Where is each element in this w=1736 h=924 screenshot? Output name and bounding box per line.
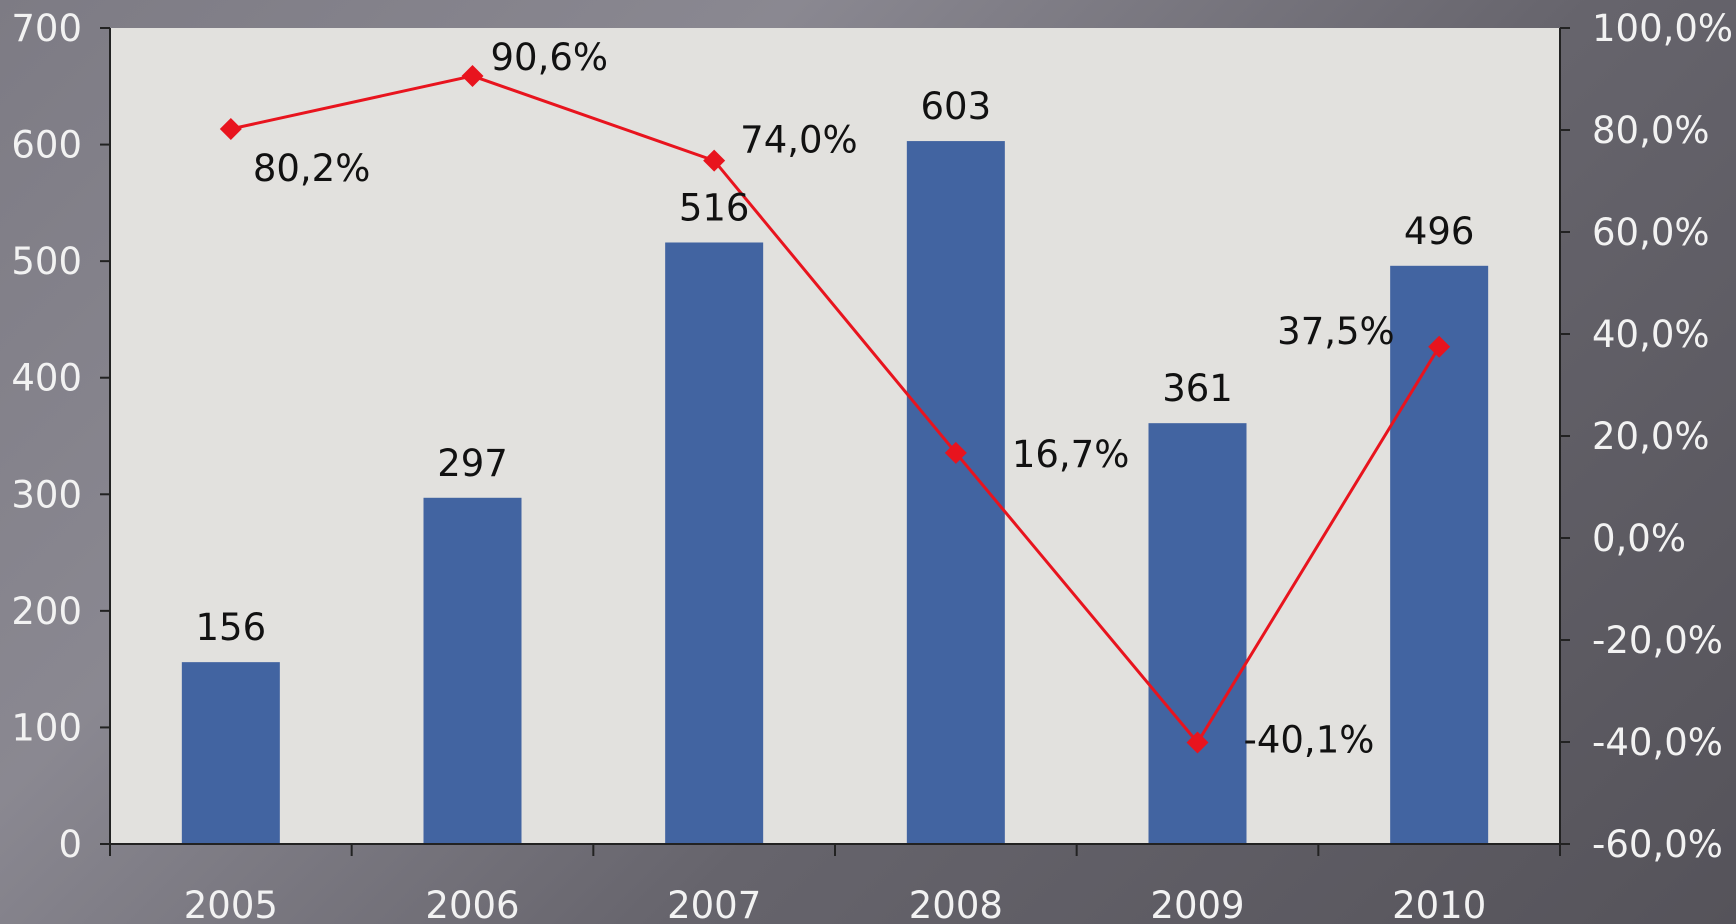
- bar-value-label: 156: [196, 606, 267, 649]
- left-axis-tick-label: 300: [11, 473, 82, 516]
- left-axis-tick-label: 600: [11, 124, 82, 167]
- bar-value-label: 361: [1162, 367, 1233, 410]
- right-axis-tick-label: 20,0%: [1592, 415, 1710, 458]
- left-axis-tick-label: 500: [11, 240, 82, 283]
- right-axis-tick-label: -20,0%: [1592, 619, 1723, 662]
- left-axis-tick-label: 400: [11, 357, 82, 400]
- x-axis-tick-label: 2007: [667, 884, 761, 924]
- line-point: [461, 64, 484, 87]
- bar-value-label: 496: [1404, 210, 1475, 253]
- line-value-label: 74,0%: [740, 119, 858, 162]
- bar: [1148, 423, 1247, 844]
- line-value-label: 16,7%: [1012, 433, 1130, 476]
- bar: [423, 497, 522, 844]
- x-axis-tick-label: 2008: [909, 884, 1003, 924]
- left-axis-tick-label: 200: [11, 590, 82, 633]
- line-series: [219, 64, 1451, 754]
- line-value-label: 80,2%: [253, 147, 371, 190]
- left-axis-tick-label: 0: [58, 823, 82, 866]
- right-axis-tick-label: 40,0%: [1592, 313, 1710, 356]
- line-point: [1428, 335, 1451, 358]
- line-value-label: 90,6%: [491, 36, 609, 79]
- bar: [181, 662, 280, 844]
- line-path: [230, 74, 1441, 746]
- x-axis-tick-label: 2006: [425, 884, 519, 924]
- bar: [1390, 265, 1489, 844]
- right-axis-tick-label: 0,0%: [1592, 517, 1686, 560]
- x-axis-tick-label: 2005: [184, 884, 278, 924]
- data-labels: 156 297 516 603 361 496 80,2% 90,6% 74,0% 16,7% -4…: [196, 36, 1475, 762]
- bar: [665, 242, 764, 844]
- bar-value-label: 516: [679, 186, 750, 229]
- axes: 0 100 200 300 400 500 600 700 -60,0% -40,0% -20,0%…: [11, 7, 1733, 924]
- right-axis-tick-label: 80,0%: [1592, 109, 1710, 152]
- line-point: [944, 441, 967, 464]
- x-axis-tick-label: 2010: [1392, 884, 1486, 924]
- line-point: [703, 149, 726, 172]
- line-point: [219, 117, 242, 140]
- right-axis-tick-label: -40,0%: [1592, 721, 1723, 764]
- plot-area: [110, 28, 1560, 844]
- line-point: [1186, 731, 1209, 754]
- right-axis-tick-label: -60,0%: [1592, 823, 1723, 866]
- left-axis-tick-label: 100: [11, 706, 82, 749]
- bar-value-label: 297: [437, 442, 508, 485]
- bar-series: [181, 141, 1489, 844]
- line-value-label: -40,1%: [1244, 719, 1375, 762]
- line-value-label: 37,5%: [1277, 310, 1395, 353]
- left-axis-tick-label: 700: [11, 7, 82, 50]
- right-axis-tick-label: 60,0%: [1592, 211, 1710, 254]
- bar-value-label: 603: [921, 85, 992, 128]
- x-axis-tick-label: 2009: [1150, 884, 1244, 924]
- right-axis-tick-label: 100,0%: [1592, 7, 1733, 50]
